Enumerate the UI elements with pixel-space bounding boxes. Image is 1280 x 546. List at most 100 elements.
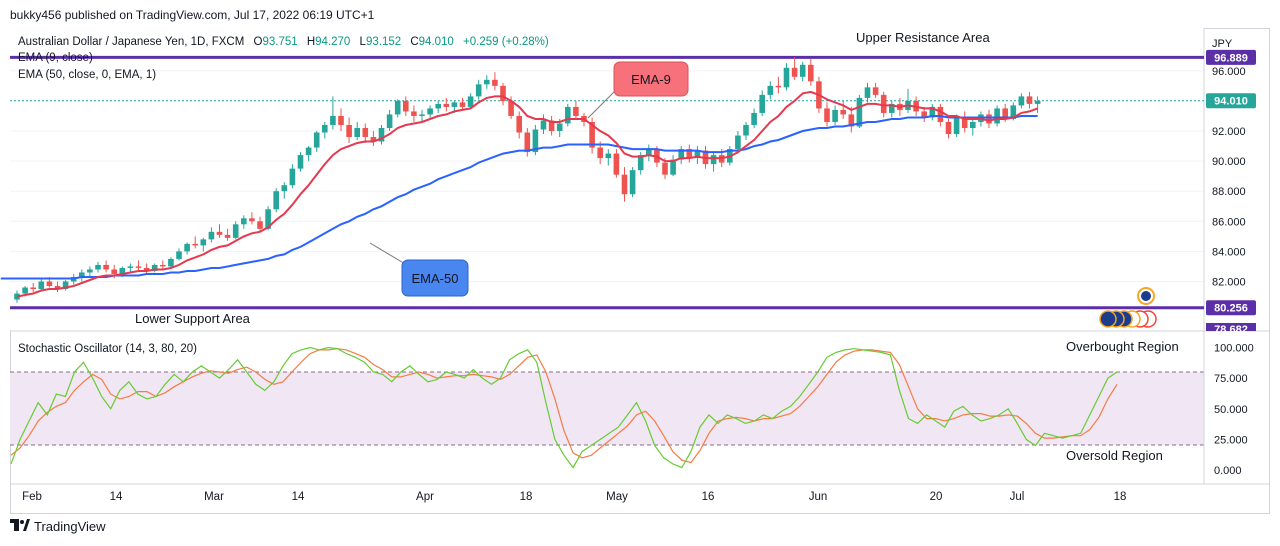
candle-body (775, 85, 782, 88)
candle-body (556, 123, 563, 131)
candle-body (864, 87, 871, 98)
candle-body (394, 100, 401, 115)
candle-body (1026, 96, 1033, 104)
close-label: C (410, 36, 419, 48)
candle-body (791, 67, 798, 77)
candle-body (143, 267, 150, 271)
candle-body (95, 264, 101, 270)
candle-body (751, 112, 757, 125)
candle-body (986, 114, 992, 124)
candle-body (759, 94, 765, 113)
candle-body (953, 117, 960, 135)
candle-body (994, 108, 1000, 124)
price-tick-label: 88.000 (1212, 186, 1246, 198)
time-tick-label: 18 (520, 491, 533, 503)
candle-body (524, 132, 531, 153)
candle-body (338, 115, 344, 125)
candle-body (767, 85, 774, 95)
publisher-line: bukky456 published on TradingView.com, J… (10, 8, 375, 22)
candle-body (160, 264, 166, 267)
high-value: 94.270 (315, 36, 351, 48)
candle-body (135, 266, 142, 268)
candle-body (46, 281, 53, 287)
candle-body (548, 120, 555, 131)
time-tick-label: 16 (702, 491, 715, 503)
price-tick-label: 96.000 (1212, 66, 1246, 78)
support-price-tag (1206, 300, 1256, 316)
candle-body (241, 218, 247, 225)
candle-body (945, 121, 952, 135)
candle-body (38, 281, 45, 290)
change-value: +0.259 (+0.28%) (463, 36, 549, 48)
candle-body (1034, 100, 1041, 104)
candle-body (362, 127, 369, 138)
flag-icon (1141, 291, 1151, 301)
ema50-line[interactable] (0, 115, 1038, 280)
brand-name: TradingView (34, 519, 106, 534)
candle-body (921, 111, 927, 118)
candle-body (208, 231, 215, 240)
time-axis[interactable]: Feb 14 Mar 14 Apr 18 May 16 Jun 20 Jul 18 (22, 491, 1126, 503)
open-value: 93.751 (262, 36, 298, 48)
ema9-legend-label: EMA (9, close) (18, 52, 93, 64)
candle-body (613, 153, 620, 175)
candle-body (127, 266, 134, 268)
candle-body (151, 264, 158, 271)
ema9-legend[interactable]: EMA (9, close) (18, 52, 93, 64)
ema9-line[interactable] (16, 90, 1038, 298)
candle-body (216, 231, 223, 235)
candle-body (322, 124, 328, 133)
close-value: 94.010 (418, 36, 454, 48)
candle-body (257, 221, 263, 229)
candle-body (970, 121, 976, 128)
event-badges[interactable] (1099, 287, 1157, 328)
candle-body (200, 239, 207, 246)
candle-body (872, 87, 879, 95)
candle-body (646, 149, 652, 156)
candle-body (459, 102, 466, 107)
candle-body (840, 109, 846, 115)
ema50-callout-label: EMA-50 (412, 271, 459, 286)
event-flag-icon[interactable] (1099, 310, 1117, 328)
candle-body (54, 286, 61, 290)
cut-price-label: 78.682 (1214, 324, 1248, 336)
candle-body (799, 64, 806, 77)
candle-body (880, 94, 887, 113)
symbol-legend[interactable]: Australian Dollar / Japanese Yen, 1D, FX… (18, 36, 549, 48)
stoch-tick-label: 50.000 (1214, 404, 1248, 416)
candle-body (484, 79, 490, 85)
time-tick-label: Jul (1010, 491, 1025, 503)
candle-body (22, 287, 28, 294)
time-tick-label: Apr (416, 491, 434, 503)
time-tick-label: 18 (1114, 491, 1127, 503)
time-tick-label: Mar (204, 491, 224, 503)
tradingview-footer[interactable]: TradingView (10, 519, 106, 534)
ema50-callout-box[interactable] (401, 259, 469, 297)
candle-body (176, 251, 182, 259)
candle-body (597, 147, 603, 159)
oversold-label: Oversold Region (1066, 448, 1163, 463)
candle-body (281, 185, 288, 192)
price-tick-label: 84.000 (1212, 246, 1246, 258)
time-tick-label: Jun (809, 491, 828, 503)
stoch-tick-label: 25.000 (1214, 434, 1248, 446)
low-value: 93.152 (365, 36, 402, 48)
candle-body (111, 269, 117, 274)
resistance-price-label: 96.889 (1214, 52, 1248, 64)
ema9-callout-box[interactable] (613, 61, 689, 97)
candle-body (889, 103, 895, 113)
last-price-label: 94.010 (1214, 96, 1248, 108)
candle-body (435, 103, 441, 109)
candle-body (743, 124, 749, 136)
stoch-axis[interactable]: 100.000 75.000 50.000 25.000 0.000 (1214, 343, 1254, 478)
candle-body (808, 64, 814, 82)
time-tick-label: 14 (292, 491, 305, 503)
cut-price-tag (1206, 323, 1256, 331)
stoch-k-line[interactable] (10, 346, 1118, 469)
ema50-legend[interactable]: EMA (50, close, 0, EMA, 1) (18, 69, 156, 81)
open-label: O (253, 36, 263, 48)
support-price-label: 80.256 (1214, 303, 1248, 315)
candle-body (605, 153, 612, 159)
price-pane[interactable] (10, 28, 1204, 330)
